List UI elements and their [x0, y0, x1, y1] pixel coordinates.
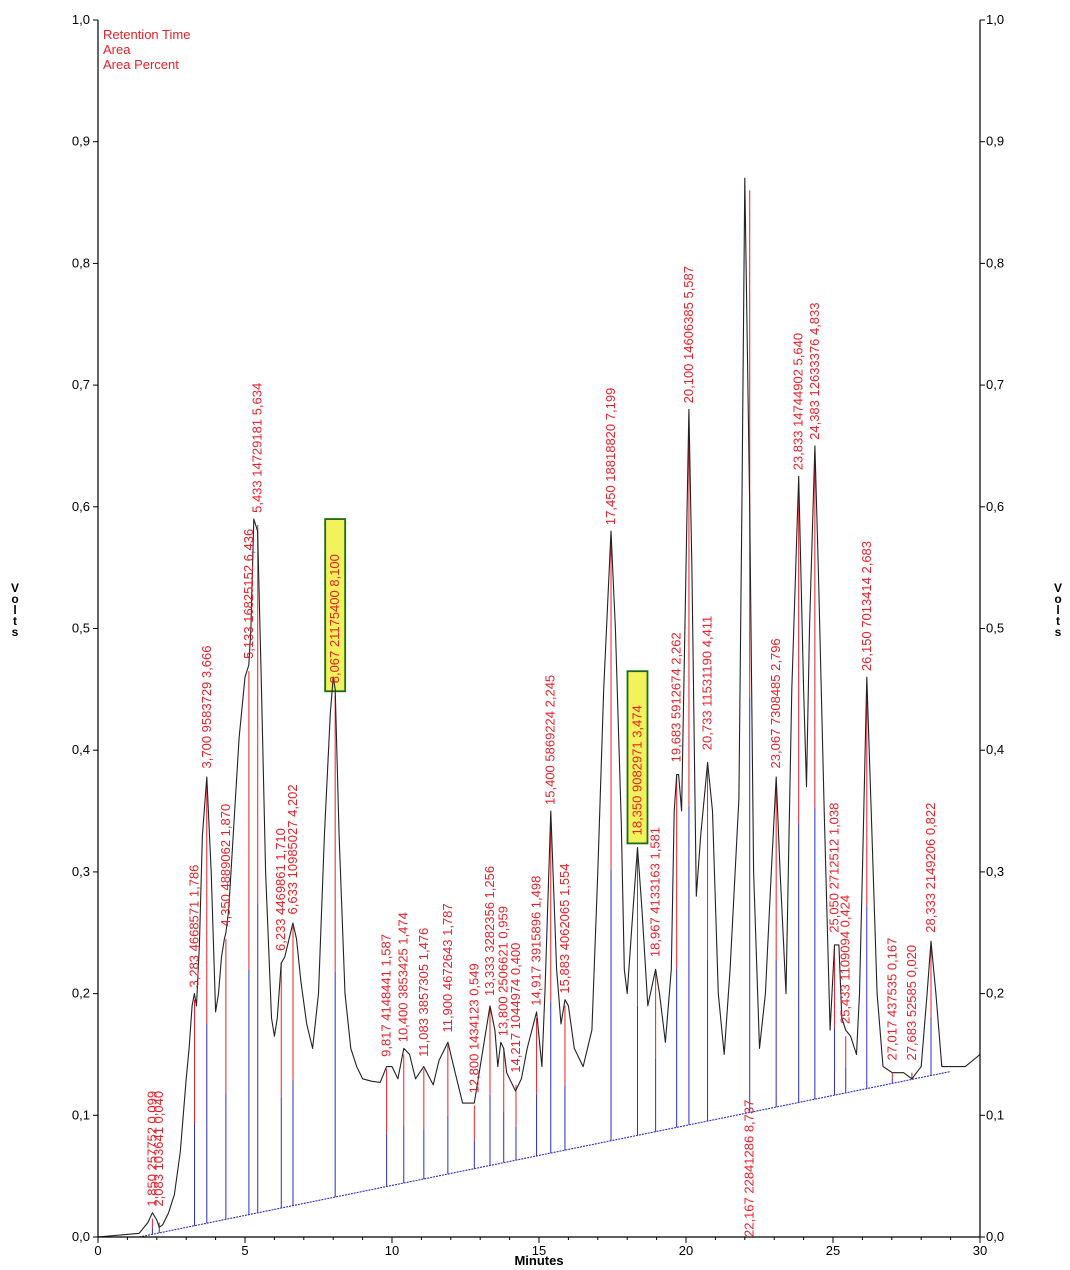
y-tick-label-right: 0,2 [986, 986, 1004, 1001]
peak-label: 11,900 4672643 1,787 [440, 903, 455, 1032]
peak-label: 27,683 52585 0,020 [904, 945, 919, 1061]
x-tick-label: 10 [385, 1243, 399, 1258]
y-tick-label-left: 0,3 [72, 864, 90, 879]
peak-label: 22,167 22841286 8,737 [742, 1100, 757, 1237]
peak-label: 3,700 9583729 3,666 [199, 646, 214, 769]
peak-label: 25,433 1109094 0,424 [838, 895, 853, 1024]
peak-label: 15,400 5869224 2,245 [543, 675, 558, 805]
x-tick-label: 15 [532, 1243, 546, 1258]
peak-label: 24,383 12633376 4,833 [807, 303, 822, 440]
y-tick-label-right: 0,9 [986, 134, 1004, 149]
y-tick-label-right: 0,5 [986, 621, 1004, 636]
y-tick-label-left: 0,0 [72, 1229, 90, 1244]
legend-item: Area Percent [103, 57, 179, 72]
peak-label: 1,850 257752 0,099 [144, 1091, 159, 1207]
peak-label: 25,050 2712512 1,038 [826, 803, 841, 933]
trace-layer [97, 177, 981, 1238]
peak-label: 23,833 14744902 5,640 [791, 333, 806, 470]
y-tick-label-right: 0,1 [986, 1107, 1004, 1122]
peak-label: 14,217 1044974 0,400 [508, 943, 523, 1073]
peak-label: 20,100 14606385 5,587 [681, 266, 696, 403]
x-axis-label: Minutes [514, 1253, 563, 1268]
peak-label: 5,433 14729181 5,634 [250, 383, 265, 513]
y-tick-label-left: 0,8 [72, 255, 90, 270]
y-tick-label-right: 0,4 [986, 742, 1004, 757]
peak-label: 18,967 4133163 1,581 [648, 827, 663, 957]
peak-label: 3,283 4668571 1,786 [187, 865, 202, 988]
peak-label: 9,817 4148441 1,587 [379, 934, 394, 1057]
y-tick-label-left: 0,2 [72, 986, 90, 1001]
peak-label: 2,083 103641 0,040 [151, 1091, 166, 1207]
x-tick-label: 0 [94, 1243, 101, 1258]
peak-label: 19,683 5912674 2,262 [669, 632, 684, 762]
highlight-box [626, 670, 649, 845]
peak-label: 8,067 21175400 8,100 [327, 554, 342, 683]
x-tick-label: 25 [826, 1243, 840, 1258]
y-tick-label-left: 1,0 [72, 12, 90, 27]
peak-label: 5,133 16825152 6,436 [241, 529, 256, 659]
chromatogram-trace [97, 177, 981, 1238]
peak-label: 17,450 18818820 7,199 [603, 388, 618, 525]
peak-label: 26,150 7013414 2,683 [859, 541, 874, 671]
y-tick-label-left: 0,6 [72, 499, 90, 514]
axes-layer: 0,0 0,0 0,1 0,1 0,2 0,2 0,3 0,3 0,4 0,4 0,5 0,5 0,6 0… [72, 12, 1004, 1258]
peak-label: 4,350 4889062 1,870 [218, 804, 233, 927]
peak-label: 28,333 2149206 0,822 [923, 803, 938, 933]
y-tick-label-right: 0,3 [986, 864, 1004, 879]
y-tick-label-left: 0,1 [72, 1107, 90, 1122]
peak-label: 18,350 9082971 3,474 [629, 705, 644, 835]
y-tick-label-left: 0,7 [72, 377, 90, 392]
peak-marker-layer [151, 190, 932, 1235]
x-tick-label: 30 [973, 1243, 987, 1258]
x-tick-label: 5 [241, 1243, 248, 1258]
y-tick-label-right: 0,6 [986, 499, 1004, 514]
x-tick-label: 20 [679, 1243, 693, 1258]
y-tick-label-right: 0,0 [986, 1229, 1004, 1244]
peak-label: 27,017 437535 0,167 [884, 938, 899, 1061]
y-tick-label-right: 1,0 [986, 12, 1004, 27]
legend-item: Area [103, 42, 131, 57]
peak-label: 12,800 1434123 0,549 [466, 963, 481, 1093]
peak-label: 13,333 3282356 1,256 [482, 866, 497, 996]
legend-item: Retention Time [103, 27, 190, 42]
peak-label: 13,800 2506621 0,959 [496, 906, 511, 1036]
peak-label: 6,633 10985027 4,202 [285, 784, 300, 914]
y-tick-label-left: 0,4 [72, 742, 90, 757]
peak-label: 15,883 4062065 1,554 [557, 863, 572, 993]
peak-label: 14,917 3915896 1,498 [529, 876, 544, 1006]
peak-label: 11,083 3857305 1,476 [416, 928, 431, 1057]
y-tick-label-right: 0,8 [986, 255, 1004, 270]
peak-label: 10,400 3853425 1,474 [396, 912, 411, 1042]
peak-label: 6,233 4469861 1,710 [273, 828, 288, 951]
peak-label: 23,067 7308485 2,796 [768, 638, 783, 768]
y-tick-label-left: 0,9 [72, 134, 90, 149]
peak-label: 20,733 11531190 4,411 [700, 616, 715, 750]
y-tick-label-right: 0,7 [986, 377, 1004, 392]
highlight-layer [324, 518, 649, 845]
y-tick-label-left: 0,5 [72, 621, 90, 636]
